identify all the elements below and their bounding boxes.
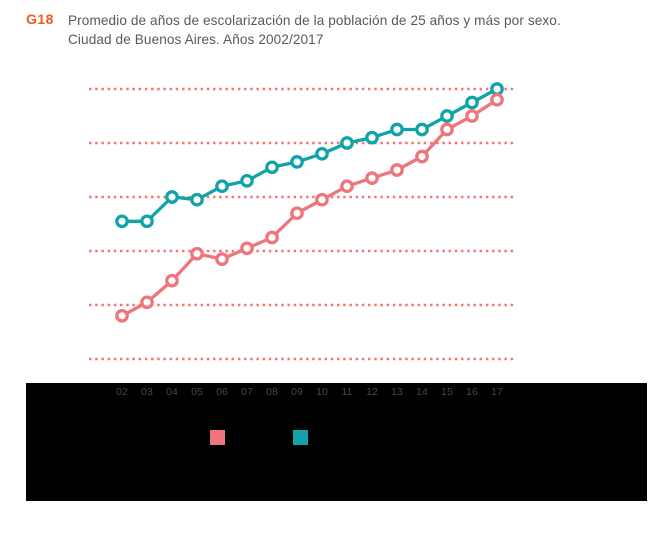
data-point-marker xyxy=(340,179,354,194)
data-point-marker xyxy=(490,82,504,96)
axis-band-black xyxy=(26,383,647,501)
data-point-marker xyxy=(265,160,279,175)
series-line-pink xyxy=(121,98,498,318)
legend-item-pink xyxy=(210,430,232,445)
x-tick-label: 12 xyxy=(366,386,378,398)
x-tick-label: 17 xyxy=(491,386,503,398)
data-point-marker xyxy=(240,241,254,256)
series-line-teal xyxy=(122,87,498,223)
data-point-marker xyxy=(290,155,304,169)
data-point-marker xyxy=(390,122,404,137)
data-point-marker xyxy=(290,206,304,221)
data-point-marker xyxy=(115,214,129,229)
data-point-marker xyxy=(365,171,379,185)
x-tick-label: 04 xyxy=(166,386,178,398)
figure-code: G18 xyxy=(26,11,54,27)
data-point-marker xyxy=(440,122,454,137)
data-point-marker xyxy=(115,308,129,323)
data-point-marker xyxy=(365,130,379,145)
x-tick-label: 02 xyxy=(116,386,128,398)
x-tick-label: 13 xyxy=(391,386,403,398)
data-point-marker xyxy=(215,179,229,194)
x-tick-label: 14 xyxy=(416,386,428,398)
data-point-marker xyxy=(340,136,354,150)
data-point-marker xyxy=(140,295,154,310)
data-point-marker xyxy=(465,95,479,110)
data-point-marker xyxy=(165,273,179,288)
x-tick-label: 11 xyxy=(341,386,353,398)
x-tick-label: 06 xyxy=(216,386,228,398)
data-point-marker xyxy=(190,246,204,261)
x-tick-label: 15 xyxy=(441,386,453,398)
x-tick-label: 03 xyxy=(141,386,153,398)
data-point-marker xyxy=(215,252,229,266)
figure-title-line2: Ciudad de Buenos Aires. Años 2002/2017 xyxy=(68,32,324,47)
data-point-marker xyxy=(315,146,329,161)
data-point-marker xyxy=(315,192,329,207)
data-point-marker xyxy=(265,230,279,245)
data-point-marker xyxy=(415,149,429,164)
data-point-marker xyxy=(415,122,429,137)
x-tick-label: 16 xyxy=(466,386,478,398)
data-point-marker xyxy=(165,190,179,204)
x-tick-label: 09 xyxy=(291,386,303,398)
figure-title-line1: Promedio de años de escolarización de la… xyxy=(68,13,561,28)
data-point-marker xyxy=(140,214,154,229)
figure-title: Promedio de años de escolarización de la… xyxy=(68,11,654,49)
x-tick-label: 10 xyxy=(316,386,328,398)
legend-swatch-teal xyxy=(293,430,308,445)
x-tick-label: 08 xyxy=(266,386,278,398)
data-point-marker xyxy=(490,92,504,107)
data-point-marker xyxy=(240,173,254,188)
legend-item-teal xyxy=(293,430,315,445)
x-tick-label: 07 xyxy=(241,386,253,398)
legend-swatch-pink xyxy=(210,430,225,445)
data-point-marker xyxy=(390,163,404,177)
x-tick-label: 05 xyxy=(191,386,203,398)
data-point-marker xyxy=(465,109,479,123)
data-point-marker xyxy=(190,192,204,207)
data-point-marker xyxy=(440,109,454,123)
